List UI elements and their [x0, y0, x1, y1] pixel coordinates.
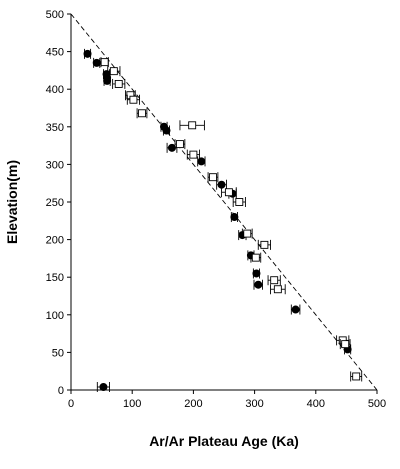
- open-square-point: [257, 239, 271, 250]
- point-marker: [217, 180, 226, 189]
- open-square-point: [207, 172, 219, 183]
- point-marker: [188, 121, 197, 130]
- x-tick-label: 500: [368, 398, 386, 410]
- open-square-point: [100, 57, 109, 68]
- point-marker: [109, 67, 118, 76]
- point-marker: [273, 285, 282, 294]
- point-marker: [83, 49, 92, 58]
- trend-line-layer: [70, 13, 378, 391]
- point-marker: [100, 58, 109, 67]
- x-tick-label: 400: [307, 398, 325, 410]
- open-square-point: [241, 228, 253, 239]
- y-tick-label: 200: [46, 235, 64, 247]
- x-tick-label: 300: [245, 398, 263, 410]
- trend-line: [70, 13, 378, 391]
- filled-circle-point: [253, 279, 264, 290]
- point-marker: [230, 213, 239, 222]
- point-marker: [252, 269, 261, 278]
- point-marker: [270, 276, 279, 285]
- y-tick-label: 350: [46, 122, 64, 134]
- y-tick-label: 100: [46, 310, 64, 322]
- y-tick-label: 50: [52, 347, 64, 359]
- open-square-point: [186, 149, 200, 160]
- filled-circle-point: [92, 57, 101, 68]
- point-marker: [189, 150, 198, 159]
- filled-circle-point: [252, 268, 261, 279]
- y-axis-title: Elevation(m): [4, 160, 20, 244]
- y-tick-label: 400: [46, 84, 64, 96]
- open-square-point: [179, 120, 205, 131]
- point-marker: [235, 198, 244, 206]
- point-marker: [243, 229, 252, 238]
- y-tick-label: 300: [46, 159, 64, 171]
- point-marker: [291, 305, 300, 314]
- point-marker: [129, 95, 138, 104]
- point-marker: [99, 382, 108, 391]
- point-marker: [138, 109, 146, 118]
- open-square-point: [270, 284, 286, 295]
- filled-circle-point: [290, 304, 301, 315]
- y-tick-label: 250: [46, 197, 64, 209]
- filled-circle-point: [162, 125, 171, 136]
- point-marker: [162, 126, 171, 135]
- point-marker: [251, 253, 260, 262]
- open-square-point: [107, 66, 121, 77]
- point-marker: [114, 79, 123, 88]
- x-tick-label: 0: [68, 398, 74, 410]
- open-square-point: [350, 371, 363, 382]
- open-square-point: [339, 339, 351, 350]
- x-axis-title: Ar/Ar Plateau Age (Ka): [149, 433, 299, 449]
- point-marker: [224, 188, 233, 197]
- open-square-point: [267, 275, 281, 286]
- filled-circle-point: [197, 156, 206, 167]
- y-tick-label: 0: [58, 385, 64, 397]
- filled-circle-point: [216, 179, 227, 190]
- point-marker: [209, 173, 217, 182]
- open-square-point: [126, 94, 140, 105]
- open-square-point: [174, 139, 186, 150]
- open-square-point: [221, 187, 237, 198]
- x-ticks: 0 100 200 300 400 500: [68, 390, 386, 410]
- x-tick-label: 100: [123, 398, 141, 410]
- filled-circle-point: [83, 48, 92, 59]
- open-square-point: [112, 78, 126, 89]
- point-marker: [341, 340, 350, 349]
- open-square-point: [232, 197, 246, 207]
- y-tick-label: 150: [46, 272, 64, 284]
- filled-circle-point: [230, 212, 239, 223]
- y-ticks: 0 50 100 150 200 250 300 350 400 450 500: [46, 9, 71, 397]
- point-marker: [103, 76, 112, 85]
- filled-circle-point: [103, 75, 112, 86]
- point-marker: [352, 372, 361, 381]
- point-marker: [167, 143, 176, 152]
- point-marker: [260, 240, 269, 249]
- point-marker: [254, 280, 263, 289]
- x-tick-label: 200: [184, 398, 202, 410]
- point-marker: [175, 140, 184, 149]
- y-tick-label: 500: [46, 9, 64, 21]
- open-square-point: [250, 252, 262, 263]
- point-marker: [197, 157, 206, 166]
- point-marker: [92, 58, 101, 67]
- open-square-point: [136, 108, 148, 119]
- data-points-layer: [83, 48, 363, 392]
- y-tick-label: 450: [46, 47, 64, 59]
